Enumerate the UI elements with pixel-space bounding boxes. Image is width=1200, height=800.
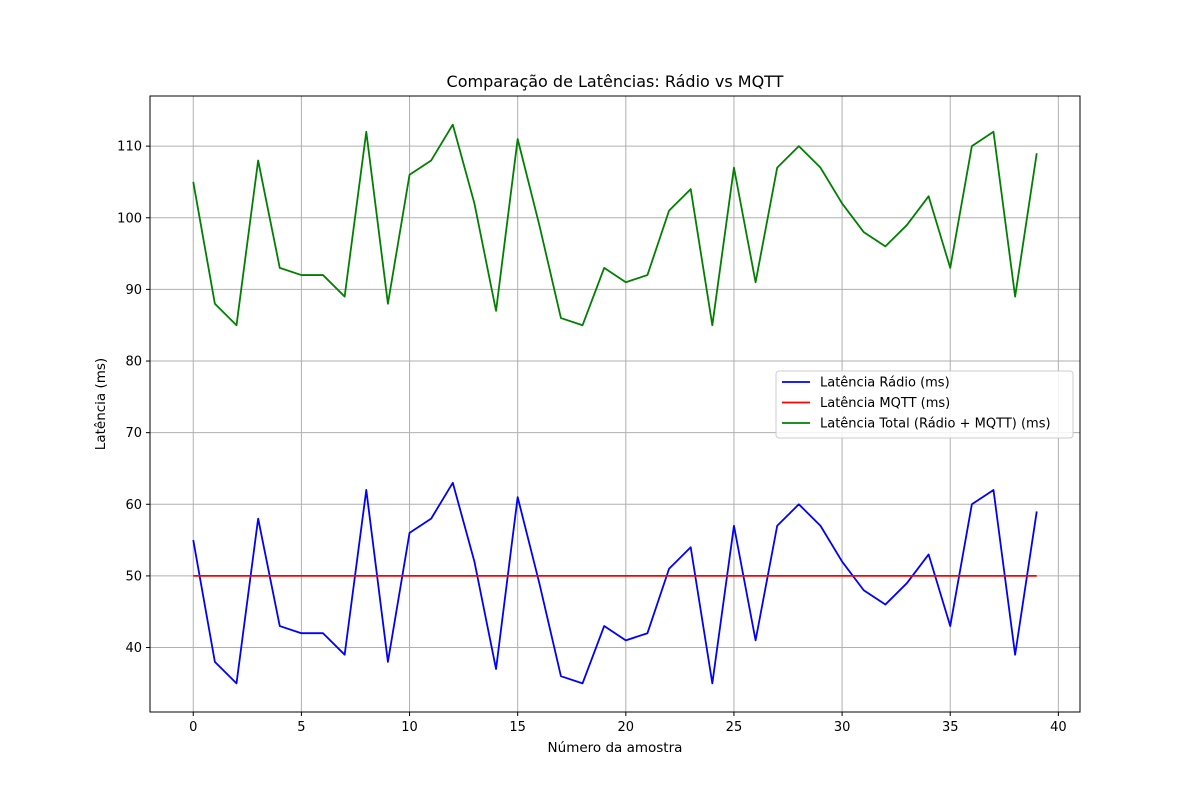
y-tick-label: 40: [125, 641, 142, 656]
y-tick-label: 100: [117, 211, 142, 226]
y-tick-label: 80: [125, 355, 142, 370]
x-tick-label: 10: [401, 720, 418, 735]
x-tick-label: 20: [618, 720, 635, 735]
x-tick-label: 15: [509, 720, 526, 735]
x-tick-label: 5: [297, 720, 305, 735]
y-tick-label: 60: [125, 498, 142, 513]
legend: Latência Rádio (ms) Latência MQTT (ms) Lat…: [775, 370, 1074, 439]
plot-frame: [149, 95, 1081, 713]
legend-label-2: Latência MQTT (ms): [820, 396, 950, 411]
x-tick-label: 0: [189, 720, 197, 735]
y-tick-label: 90: [125, 283, 142, 298]
chart-title: Comparação de Latências: Rádio vs MQTT: [447, 72, 784, 91]
series-line-3: [192, 123, 1038, 327]
series-lines: [192, 123, 1038, 685]
x-tick-label: 25: [726, 720, 743, 735]
y-tick-label: 70: [125, 426, 142, 441]
legend-box: [775, 370, 1074, 439]
y-tick-label: 50: [125, 569, 142, 584]
y-tick-label: 110: [117, 140, 142, 155]
axis-ticks: 0 5 10 15 20 25 30 35 40 40 50 60 70 80 90 100 110: [117, 140, 1066, 735]
x-tick-label: 40: [1050, 720, 1067, 735]
y-axis-label: Latência (ms): [93, 358, 109, 450]
series-line-1: [192, 481, 1038, 685]
x-tick-label: 30: [834, 720, 851, 735]
x-axis-label: Número da amostra: [548, 740, 683, 756]
x-tick-label: 35: [942, 720, 959, 735]
legend-label-1: Latência Rádio (ms): [820, 376, 950, 391]
legend-label-3: Latência Total (Rádio + MQTT) (ms): [820, 417, 1051, 432]
